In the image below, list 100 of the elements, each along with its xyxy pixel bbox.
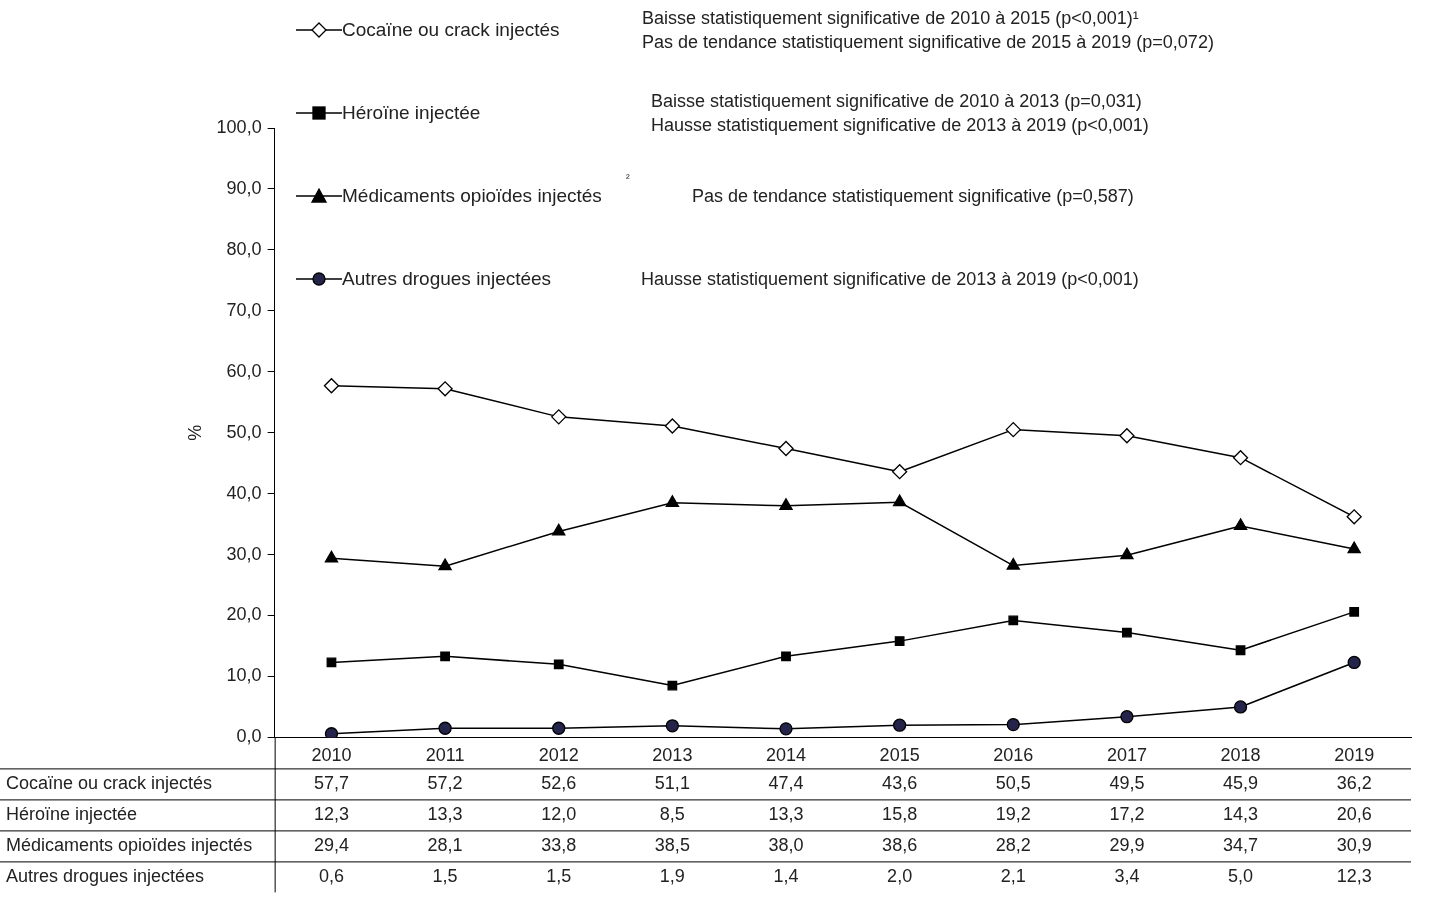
data-label: 12,0 <box>541 803 577 824</box>
point <box>1233 700 1248 714</box>
legend-label: Cocaïne ou crack injectés <box>342 19 560 41</box>
data-label: 38,5 <box>654 834 690 855</box>
annotation: Baisse statistiquement significative de 2010 à 2013 (p=0,031) Hausse statistiquement significative de 2013 à 2019 (p<0,001) <box>651 90 1149 137</box>
y-tick-label: 90,0 <box>226 177 262 198</box>
point <box>1235 645 1246 656</box>
point <box>892 718 907 732</box>
point <box>1346 509 1362 525</box>
data-label: 51,1 <box>654 772 690 793</box>
data-label: 1,9 <box>659 865 685 886</box>
x-tick-label: 2019 <box>1334 745 1375 766</box>
legend-label: Médicaments opioïdes injectés <box>342 185 602 207</box>
x-tick-label: 2011 <box>425 745 465 766</box>
point <box>667 680 678 691</box>
data-label: 50,5 <box>995 772 1031 793</box>
point <box>1347 541 1361 554</box>
point <box>1232 450 1249 466</box>
text: Médicaments opioïdes injectés <box>6 834 253 855</box>
y-tick-label: 50,0 <box>226 421 262 442</box>
x-tick-label: 2013 <box>652 745 693 766</box>
point <box>778 440 794 457</box>
y-tick-label: 30,0 <box>226 543 262 564</box>
data-label: 28,1 <box>427 834 463 855</box>
point <box>779 498 793 510</box>
point <box>1006 717 1020 732</box>
text: Baisse statistiquement significative de 2010 à 2015 (p<0,001)¹ Pas de tendance statistiquement significative de 2015 à 2019 (p=0,072) <box>642 7 1214 54</box>
data-label: 2,1 <box>1000 865 1026 886</box>
data-label: 57,7 <box>313 772 349 793</box>
data-label: 13,3 <box>427 803 463 824</box>
legend-label: Héroïne injectée <box>342 102 481 124</box>
annotation: ² <box>626 172 630 184</box>
data-label: 5,0 <box>1228 865 1254 886</box>
data-label: 1,5 <box>546 865 572 886</box>
data-label: 14,3 <box>1223 803 1259 824</box>
y-axis-title: % <box>184 424 205 441</box>
point <box>779 722 793 736</box>
y-tick-label: 0,0 <box>236 726 262 747</box>
point <box>894 636 905 647</box>
point <box>1120 547 1134 560</box>
data-label: 1,4 <box>773 865 799 886</box>
data-label: 20,6 <box>1336 803 1372 824</box>
x-tick-label: 2018 <box>1220 745 1261 766</box>
point <box>440 651 450 662</box>
data-label: 57,2 <box>427 772 463 793</box>
data-label: 45,9 <box>1223 772 1259 793</box>
data-label: 52,6 <box>541 772 577 793</box>
data-label: 3,4 <box>1114 865 1140 886</box>
point <box>665 495 680 507</box>
data-label: 2,0 <box>887 865 913 886</box>
x-tick-label: 2017 <box>1106 745 1147 766</box>
data-label: 29,9 <box>1109 834 1145 855</box>
point <box>1349 606 1360 617</box>
annotation: Pas de tendance statistiquement significative (p=0,587) <box>692 185 1134 208</box>
text: Autres drogues injectées <box>6 865 205 886</box>
y-tick-label: 10,0 <box>226 665 262 686</box>
point <box>1120 710 1134 724</box>
data-label: 29,4 <box>313 834 349 855</box>
point <box>552 523 566 536</box>
data-label: 0,6 <box>318 865 344 886</box>
data-label: 30,9 <box>1336 834 1372 855</box>
point <box>553 659 564 670</box>
data-label: 13,3 <box>768 803 804 824</box>
data-label: 33,8 <box>541 834 577 855</box>
data-label: 43,6 <box>882 772 918 793</box>
data-label: 12,3 <box>313 803 349 824</box>
point <box>324 550 339 563</box>
x-tick-label: 2016 <box>993 745 1034 766</box>
data-label: 34,7 <box>1223 834 1259 855</box>
data-label: 28,2 <box>995 834 1031 855</box>
y-tick-label: 60,0 <box>226 360 262 381</box>
point <box>1008 615 1019 626</box>
point <box>891 464 908 480</box>
legend-label: Autres drogues injectées <box>342 268 552 290</box>
point <box>1347 655 1361 670</box>
point <box>1006 557 1020 570</box>
data-label: 8,5 <box>659 803 685 824</box>
data-label: 47,4 <box>768 772 804 793</box>
point <box>1233 518 1248 531</box>
data-label: 49,5 <box>1109 772 1145 793</box>
x-tick-label: 2012 <box>538 745 579 766</box>
data-label: 38,0 <box>768 834 804 855</box>
data-label: 15,8 <box>882 803 918 824</box>
y-tick-label: 80,0 <box>226 238 262 259</box>
point <box>1005 422 1021 438</box>
data-label: 19,2 <box>995 803 1031 824</box>
x-tick-label: 2014 <box>765 745 807 766</box>
point <box>665 719 680 733</box>
y-tick-label: 100,0 <box>216 116 262 137</box>
point <box>892 494 907 507</box>
point <box>1122 627 1132 638</box>
point <box>438 721 452 735</box>
point <box>781 651 791 662</box>
point <box>323 378 340 394</box>
point <box>437 381 453 397</box>
point <box>551 409 567 425</box>
text: Héroïne injectée <box>6 803 138 824</box>
data-label: 38,6 <box>882 834 918 855</box>
data-label: 36,2 <box>1336 772 1372 793</box>
data-label: 1,5 <box>432 865 458 886</box>
